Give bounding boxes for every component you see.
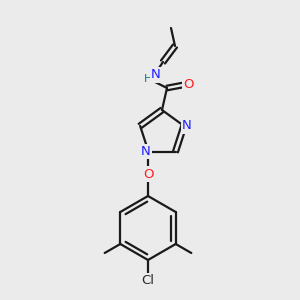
Text: N: N bbox=[182, 119, 192, 132]
Text: N: N bbox=[151, 68, 161, 82]
Text: O: O bbox=[184, 79, 194, 92]
Text: N: N bbox=[141, 145, 150, 158]
Text: O: O bbox=[143, 167, 153, 181]
Text: Cl: Cl bbox=[142, 274, 154, 287]
Text: H: H bbox=[144, 74, 152, 84]
